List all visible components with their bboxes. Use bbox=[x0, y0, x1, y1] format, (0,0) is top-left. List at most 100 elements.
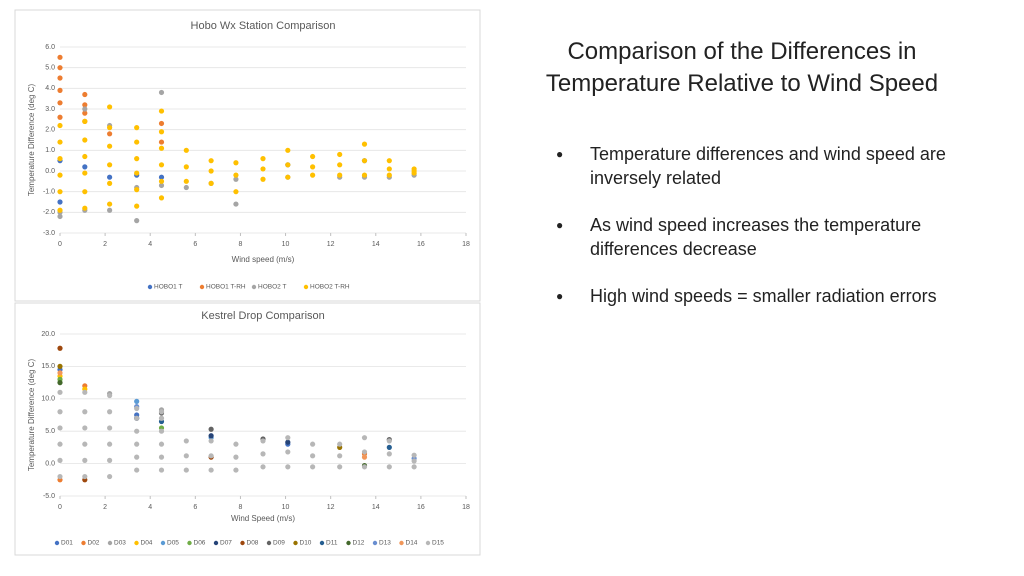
data-point bbox=[158, 139, 165, 145]
data-point bbox=[285, 162, 291, 168]
chart-frame bbox=[14, 302, 481, 556]
y-tick-label: 4.0 bbox=[45, 85, 55, 92]
data-point bbox=[134, 428, 140, 434]
data-point bbox=[183, 164, 189, 170]
y-tick-label: 5.0 bbox=[45, 428, 55, 435]
legend-swatch bbox=[319, 540, 325, 546]
legend-swatch bbox=[293, 540, 298, 546]
data-point bbox=[260, 166, 266, 172]
legend-swatch bbox=[266, 540, 272, 546]
data-point bbox=[57, 441, 63, 447]
data-point bbox=[107, 409, 113, 415]
y-tick-label: 6.0 bbox=[45, 44, 55, 51]
data-point bbox=[82, 441, 88, 447]
x-tick-label: 8 bbox=[238, 241, 242, 248]
data-point bbox=[361, 464, 368, 470]
data-point bbox=[82, 170, 88, 176]
data-point bbox=[82, 118, 88, 124]
data-point bbox=[337, 172, 343, 178]
bullet: High wind speeds = smaller radiation err… bbox=[552, 284, 1002, 308]
data-point bbox=[233, 160, 239, 166]
data-point bbox=[361, 141, 368, 147]
data-point bbox=[57, 54, 63, 60]
data-point bbox=[158, 162, 165, 168]
data-point bbox=[158, 145, 165, 151]
data-point bbox=[57, 199, 63, 205]
data-point bbox=[183, 467, 189, 473]
data-point bbox=[82, 91, 88, 98]
legend-swatch bbox=[399, 540, 404, 546]
data-point bbox=[107, 174, 113, 180]
data-point bbox=[82, 425, 88, 431]
x-tick-label: 0 bbox=[58, 504, 62, 511]
legend-label: D09 bbox=[273, 540, 285, 547]
data-point bbox=[158, 89, 165, 96]
data-point bbox=[107, 125, 113, 131]
data-point bbox=[134, 218, 140, 224]
data-point bbox=[57, 156, 63, 162]
data-point bbox=[285, 435, 291, 441]
data-point bbox=[82, 473, 88, 480]
data-point bbox=[57, 65, 63, 71]
x-tick-label: 14 bbox=[372, 504, 380, 511]
data-point bbox=[310, 464, 316, 470]
data-point bbox=[57, 213, 63, 220]
y-tick-label: 15.0 bbox=[41, 363, 55, 370]
data-point bbox=[208, 158, 214, 164]
legend-swatch bbox=[213, 540, 219, 546]
data-point bbox=[233, 467, 239, 473]
data-point bbox=[57, 122, 63, 129]
data-point bbox=[107, 201, 113, 207]
legend-label: HOBO1 T bbox=[154, 284, 182, 291]
data-point bbox=[361, 449, 368, 455]
data-point bbox=[134, 170, 140, 176]
data-point bbox=[285, 147, 291, 153]
legend-label: D10 bbox=[300, 540, 312, 547]
data-point bbox=[57, 425, 63, 431]
data-point bbox=[158, 428, 165, 434]
data-point bbox=[107, 104, 113, 110]
data-point bbox=[134, 415, 140, 421]
legend-swatch bbox=[199, 284, 205, 290]
data-point bbox=[158, 120, 165, 127]
x-tick-label: 14 bbox=[372, 241, 380, 248]
charts: Hobo Wx Station Comparison -3.0 -2.0 -1.0 0.… bbox=[14, 9, 481, 556]
data-point bbox=[183, 453, 189, 459]
legend-label: D11 bbox=[326, 540, 338, 547]
legend-swatch bbox=[54, 540, 60, 546]
data-point bbox=[260, 156, 266, 162]
x-tick-label: 10 bbox=[282, 504, 290, 511]
y-tick-label: 5.0 bbox=[45, 65, 55, 72]
data-point bbox=[57, 473, 63, 480]
data-point bbox=[233, 201, 239, 207]
chart-title: Hobo Wx Station Comparison bbox=[191, 20, 336, 32]
data-point bbox=[107, 180, 113, 186]
data-point bbox=[208, 433, 214, 439]
legend-swatch bbox=[134, 540, 139, 546]
legend-label: D07 bbox=[220, 540, 232, 547]
slide-title: Comparison of the Differences in Tempera… bbox=[545, 38, 939, 97]
data-point bbox=[107, 473, 113, 480]
data-point bbox=[158, 129, 165, 135]
data-point bbox=[337, 151, 343, 158]
data-point bbox=[337, 441, 343, 447]
data-point bbox=[57, 87, 63, 93]
y-tick-label: 1.0 bbox=[45, 147, 55, 154]
legend-label: D03 bbox=[114, 540, 126, 547]
data-point bbox=[183, 184, 189, 191]
data-point bbox=[107, 425, 113, 431]
data-point bbox=[386, 451, 392, 457]
data-point bbox=[233, 441, 239, 447]
data-point bbox=[386, 158, 392, 164]
data-point bbox=[107, 392, 113, 399]
data-point bbox=[233, 176, 239, 182]
legend-swatch bbox=[81, 540, 86, 546]
data-point bbox=[82, 164, 88, 170]
data-point bbox=[82, 102, 88, 108]
data-point bbox=[208, 467, 214, 473]
data-point bbox=[57, 345, 63, 351]
data-point bbox=[411, 458, 417, 464]
legend-swatch bbox=[147, 284, 153, 290]
bullet-list: Temperature differences and wind speed a… bbox=[552, 142, 1002, 331]
data-point bbox=[233, 454, 239, 460]
